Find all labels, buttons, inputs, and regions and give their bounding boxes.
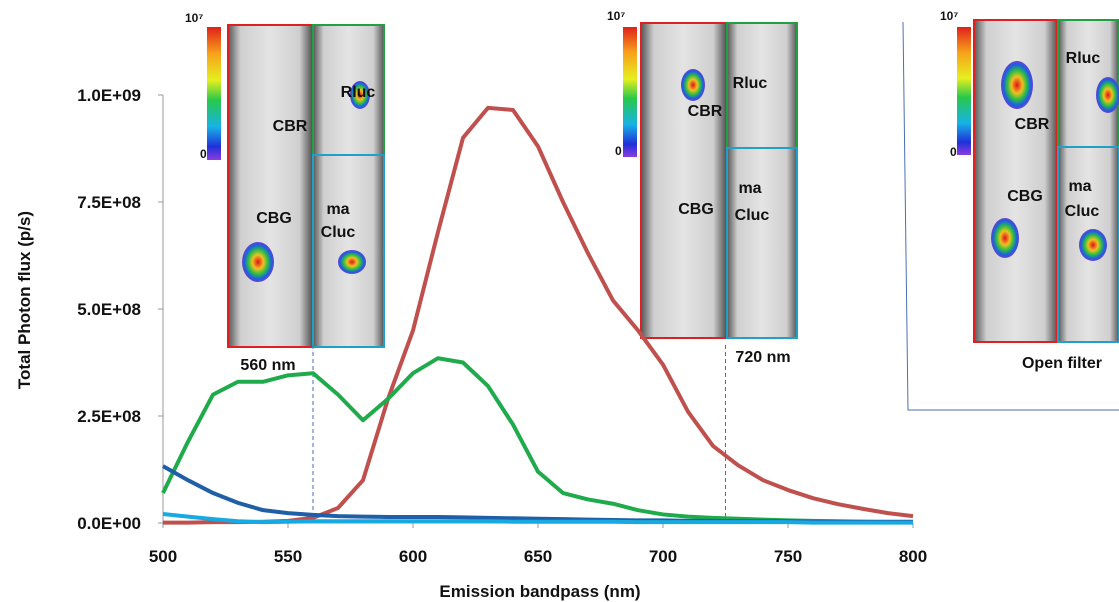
x-tick-label: 600 xyxy=(399,547,427,566)
plot: 560 nm 720 nm 0.0E+00 2.5E+08 5.0E+08 7.5E+08… xyxy=(77,86,927,566)
mouse-photo xyxy=(726,22,798,149)
region-label: Cluc xyxy=(735,207,770,224)
signal-spot xyxy=(350,81,370,109)
y-tick-label: 5.0E+08 xyxy=(77,300,141,319)
x-tick-label: 750 xyxy=(774,547,802,566)
region-label: CBG xyxy=(256,210,292,227)
color-bar xyxy=(623,27,637,157)
region-label: Rluc xyxy=(1066,50,1101,67)
region-label: Cluc xyxy=(321,224,356,241)
region-label: ma xyxy=(326,201,349,218)
scale-min: 0 xyxy=(200,147,207,161)
region-label: Cluc xyxy=(1065,203,1100,220)
y-tick-label: 2.5E+08 xyxy=(77,407,141,426)
region-label: ma xyxy=(738,180,761,197)
x-tick-label: 550 xyxy=(274,547,302,566)
y-axis-title: Total Photon flux (p/s) xyxy=(15,211,34,389)
color-bar xyxy=(957,27,971,155)
region-label: ma xyxy=(1068,178,1091,195)
mouse-photo xyxy=(227,24,313,348)
mouse-photo xyxy=(726,147,798,339)
signal-spot xyxy=(1001,61,1033,109)
scale-max: 10⁷ xyxy=(185,11,203,25)
region-label: CBG xyxy=(1007,188,1043,205)
region-label: CBR xyxy=(273,118,308,135)
y-tick-label: 7.5E+08 xyxy=(77,193,141,212)
insets: 10⁷ 0 Rluc CBR CBG ma Cluc 10⁷ 0 Rluc CBR CBG ma Cluc… xyxy=(185,9,1119,372)
signal-spot xyxy=(681,69,705,101)
signal-spot xyxy=(1079,229,1107,261)
x-tick-label: 500 xyxy=(149,547,177,566)
marker-label: 560 nm xyxy=(240,357,295,374)
x-tick-label: 700 xyxy=(649,547,677,566)
inset-frame xyxy=(902,21,1119,411)
mouse-photo xyxy=(640,22,727,339)
scale-min: 0 xyxy=(615,144,622,158)
signal-spot xyxy=(242,242,274,282)
marker-label: 720 nm xyxy=(735,349,790,366)
region-label: Rluc xyxy=(733,75,768,92)
scale-max: 10⁷ xyxy=(607,9,625,23)
x-tick-label: 650 xyxy=(524,547,552,566)
region-label: CBR xyxy=(688,103,723,120)
signal-spot xyxy=(1096,77,1119,113)
region-label: CBR xyxy=(1015,116,1050,133)
signal-spot xyxy=(991,218,1019,258)
region-label: Rluc xyxy=(341,84,376,101)
x-tick-label: 800 xyxy=(899,547,927,566)
y-tick-label: 0.0E+00 xyxy=(77,514,141,533)
signal-spot xyxy=(338,250,366,274)
scale-min: 0 xyxy=(950,145,957,159)
inset-caption: Open filter xyxy=(1022,355,1102,372)
y-tick-label: 1.0E+09 xyxy=(77,86,141,105)
series-line xyxy=(161,356,913,525)
region-label: CBG xyxy=(678,201,714,218)
x-axis-title: Emission bandpass (nm) xyxy=(439,582,640,601)
color-bar xyxy=(207,27,221,160)
scale-max: 10⁷ xyxy=(940,9,958,23)
series-line xyxy=(162,512,913,525)
